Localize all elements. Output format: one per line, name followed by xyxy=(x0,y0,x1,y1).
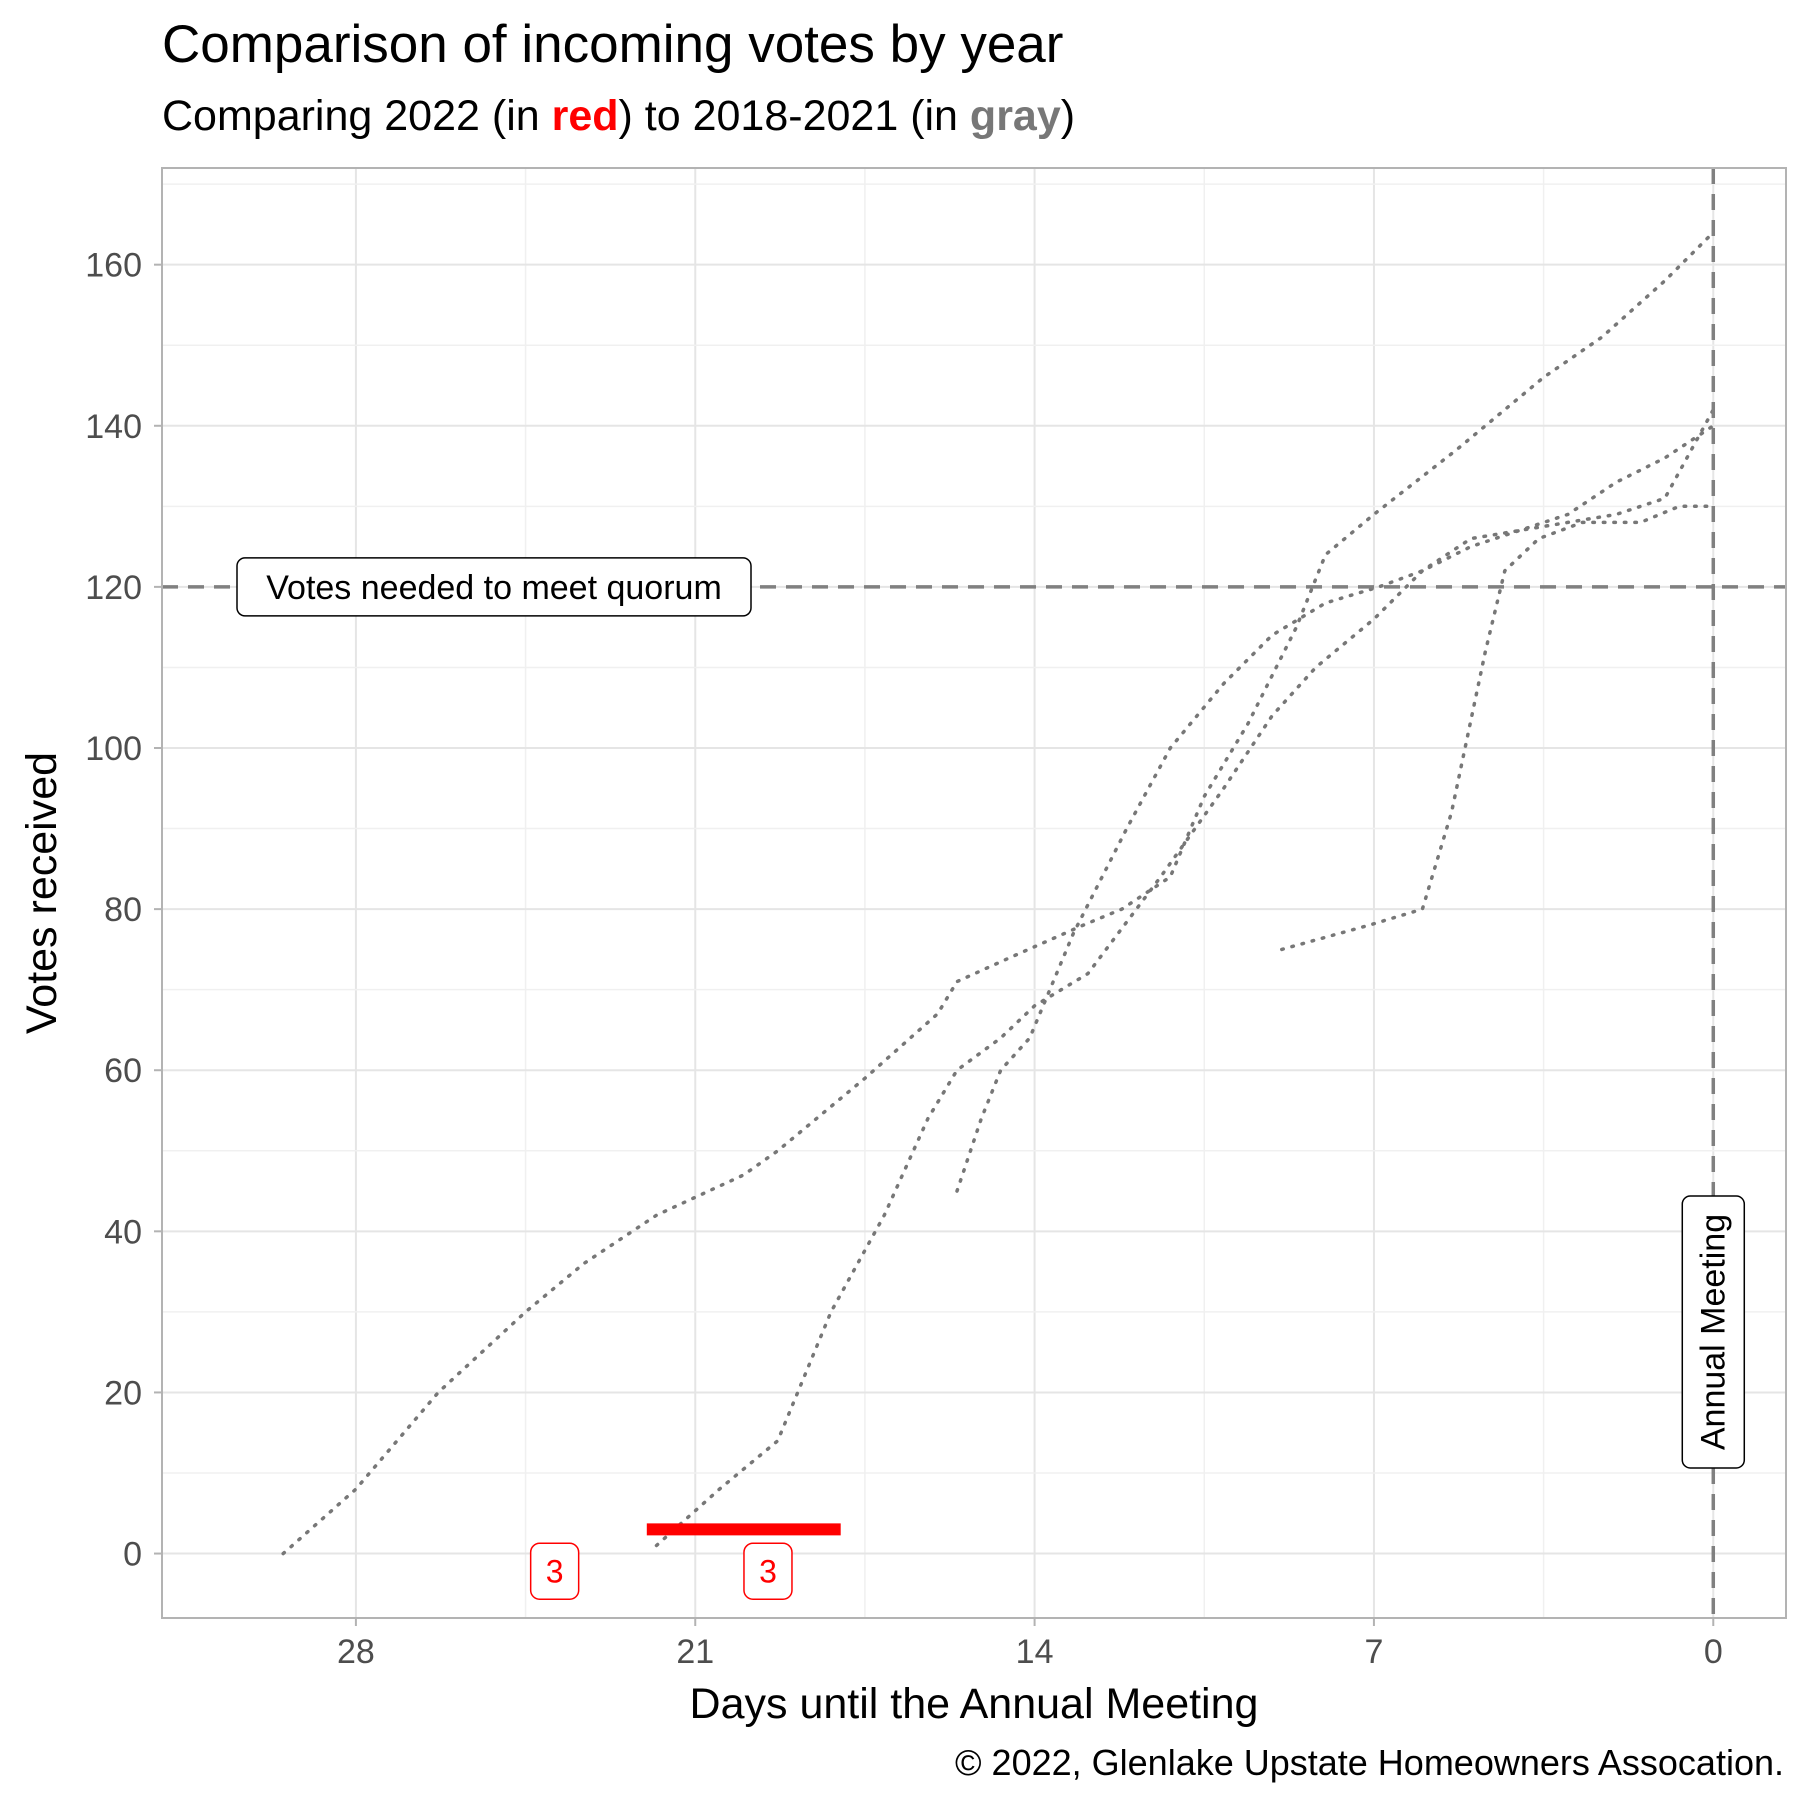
x-tick-label: 28 xyxy=(337,1633,375,1671)
quorum-label-text: Votes needed to meet quorum xyxy=(266,569,722,607)
point-value-label-box xyxy=(529,1542,580,1601)
y-tick-label: 140 xyxy=(85,408,142,446)
quorum-label-box xyxy=(236,557,752,617)
series-line-prior-year-1 xyxy=(281,230,1716,1556)
y-tick-label: 0 xyxy=(123,1536,142,1574)
y-tick-label: 120 xyxy=(85,569,142,607)
point-value-label-box xyxy=(743,1542,793,1601)
y-axis-title: Votes received xyxy=(18,752,66,1034)
x-tick-label: 14 xyxy=(1016,1633,1054,1671)
y-tick-label: 80 xyxy=(104,891,142,929)
axis-ticks: 28 21 14 7 0 0 20 40 60 80 100 120 140 160 xyxy=(85,247,1722,1671)
subtitle-prefix: Comparing 2022 (in xyxy=(162,92,552,140)
copyright-caption: © 2022, Glenlake Upstate Homeowners Asso… xyxy=(955,1742,1784,1783)
subtitle-red-word: red xyxy=(551,92,619,140)
x-tick-label: 21 xyxy=(676,1633,714,1671)
x-tick-label: 7 xyxy=(1364,1633,1383,1671)
subtitle-gray-word: gray xyxy=(969,92,1061,140)
grid-lines xyxy=(162,168,1786,1618)
y-tick-label: 100 xyxy=(85,730,142,768)
y-tick-label: 60 xyxy=(104,1052,142,1090)
chart-subtitle: Comparing 2022 (in red) to 2018-2021 (in… xyxy=(162,92,1075,141)
quorum-label: Votes needed to meet quorum xyxy=(236,557,752,617)
plot-panel-border xyxy=(161,167,1787,1619)
y-tick-label: 160 xyxy=(85,247,142,285)
x-axis-title: Days until the Annual Meeting xyxy=(690,1680,1259,1728)
series-line-prior-year-3 xyxy=(955,424,1716,1193)
y-tick-label: 40 xyxy=(104,1213,142,1251)
subtitle-suffix: ) xyxy=(1060,92,1076,140)
annual-meeting-label-text: Annual Meeting xyxy=(1694,1214,1732,1450)
annual-meeting-label-box xyxy=(1681,1195,1746,1469)
reference-lines xyxy=(162,168,1786,1618)
point-value-label: 3 xyxy=(743,1542,793,1601)
x-tick-label: 0 xyxy=(1704,1633,1723,1671)
series-line-prior-year-2 xyxy=(654,407,1716,1548)
annotation-labels: Votes needed to meet quorum Annual Meetin… xyxy=(236,557,1746,1601)
point-value-label-text: 3 xyxy=(759,1553,777,1589)
y-tick-label: 20 xyxy=(104,1374,142,1412)
series-lines xyxy=(281,230,1716,1556)
chart-title: Comparison of incoming votes by year xyxy=(162,15,1064,74)
subtitle-middle: ) to 2018-2021 (in xyxy=(618,92,970,140)
annual-meeting-label: Annual Meeting xyxy=(1681,1195,1746,1469)
series-line-prior-year-4 xyxy=(1280,504,1716,952)
point-value-label: 3 xyxy=(529,1542,580,1601)
point-value-label-text: 3 xyxy=(546,1553,564,1589)
